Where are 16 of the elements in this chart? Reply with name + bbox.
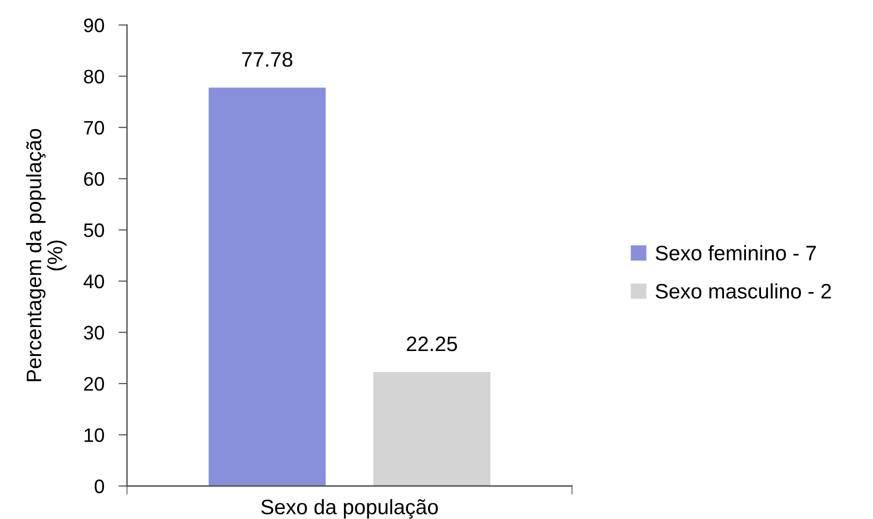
- y-tick-label: 40: [84, 274, 104, 288]
- y-tick-label: 50: [84, 223, 104, 238]
- y-tick-label: 80: [84, 70, 104, 84]
- data-label: 77.78: [242, 52, 292, 67]
- x-axis-title: Sexo da população: [261, 499, 438, 519]
- legend-label: Sexo feminino - 7: [656, 245, 816, 260]
- y-tick-label: 20: [84, 377, 104, 391]
- data-label: 22.25: [406, 336, 458, 352]
- y-tick-label: 60: [84, 172, 104, 186]
- legend-label: Sexo masculino - 2: [656, 283, 831, 299]
- y-axis-title: Percentagem da população (%): [26, 128, 66, 382]
- y-tick-label: 0: [94, 479, 104, 494]
- y-tick-label: 90: [84, 18, 104, 32]
- y-tick-label: 10: [84, 428, 104, 442]
- y-tick-label: 30: [84, 326, 104, 340]
- y-tick-label: 70: [84, 120, 104, 135]
